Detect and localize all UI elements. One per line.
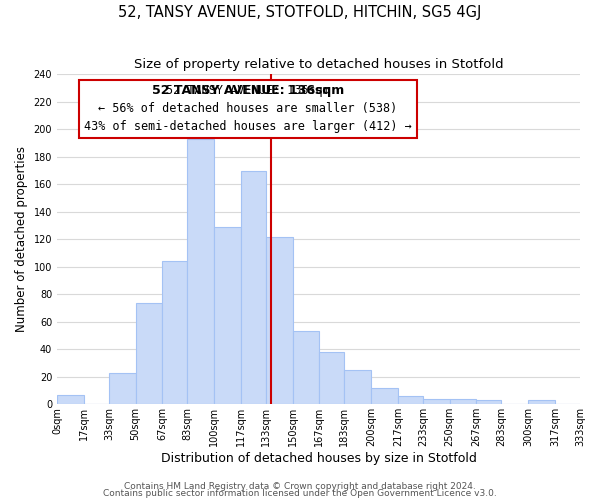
Bar: [214, 227, 241, 404]
Bar: [109, 372, 136, 404]
Y-axis label: Number of detached properties: Number of detached properties: [15, 146, 28, 332]
Text: 52 TANSY AVENUE: 136sqm
← 56% of detached houses are smaller (538)
43% of semi-d: 52 TANSY AVENUE: 136sqm ← 56% of detache…: [84, 84, 412, 134]
Bar: [423, 399, 449, 404]
Bar: [344, 370, 371, 404]
Bar: [398, 396, 423, 404]
Bar: [136, 302, 162, 404]
Text: Contains HM Land Registry data © Crown copyright and database right 2024.: Contains HM Land Registry data © Crown c…: [124, 482, 476, 491]
Title: Size of property relative to detached houses in Stotfold: Size of property relative to detached ho…: [134, 58, 503, 70]
Bar: [187, 139, 214, 404]
Bar: [319, 352, 344, 405]
Text: 52, TANSY AVENUE, STOTFOLD, HITCHIN, SG5 4GJ: 52, TANSY AVENUE, STOTFOLD, HITCHIN, SG5…: [118, 5, 482, 20]
Bar: [241, 170, 266, 404]
Bar: [449, 399, 476, 404]
Bar: [371, 388, 398, 404]
Text: Contains public sector information licensed under the Open Government Licence v3: Contains public sector information licen…: [103, 489, 497, 498]
X-axis label: Distribution of detached houses by size in Stotfold: Distribution of detached houses by size …: [161, 452, 476, 465]
Bar: [57, 394, 84, 404]
Bar: [293, 332, 319, 404]
Bar: [266, 236, 293, 404]
Text: 52 TANSY AVENUE: 136sqm: 52 TANSY AVENUE: 136sqm: [152, 84, 344, 98]
Bar: [528, 400, 555, 404]
Bar: [476, 400, 502, 404]
Bar: [162, 262, 187, 404]
